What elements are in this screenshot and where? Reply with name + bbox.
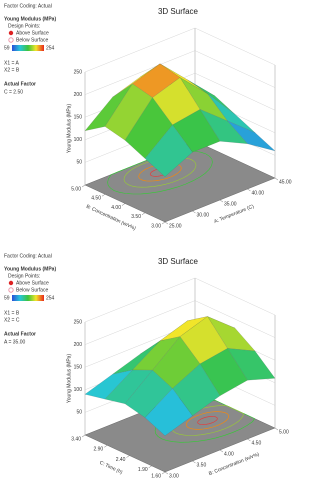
grid-line xyxy=(84,277,276,323)
tick xyxy=(126,455,130,458)
legend-design: Design Points: xyxy=(8,273,40,279)
actual-value: A = 35.00 xyxy=(4,339,25,345)
tick xyxy=(247,438,251,442)
tick xyxy=(274,427,279,431)
x-tick-label: 40.00 xyxy=(252,190,265,196)
color-max: 254 xyxy=(46,45,55,51)
x-tick-label: 45.00 xyxy=(279,179,292,185)
contour xyxy=(138,163,182,182)
z-tick-label: 250 xyxy=(74,69,83,75)
colorbar xyxy=(12,295,44,301)
y-tick-label: 1.60 xyxy=(151,473,161,479)
tick xyxy=(121,203,126,206)
x1-label: X1 = B xyxy=(4,310,20,316)
tick xyxy=(81,184,86,188)
grid-line xyxy=(84,300,276,345)
tick xyxy=(274,177,279,181)
z-tick-label: 100 xyxy=(74,387,83,393)
below-marker xyxy=(8,287,14,293)
z-tick-label: 50 xyxy=(76,410,82,416)
tick xyxy=(192,210,196,214)
x-tick-label: 25.00 xyxy=(169,223,182,229)
z-tick-label: 200 xyxy=(74,342,83,348)
x-tick-label: 30.00 xyxy=(197,212,210,218)
tick xyxy=(247,188,251,192)
tick xyxy=(81,434,86,438)
legend-below: Below Surface xyxy=(16,37,48,43)
y-tick-label: 3.50 xyxy=(131,214,141,220)
colorbar xyxy=(12,45,44,51)
legend-title: Young Modulus (MPa) xyxy=(4,16,56,22)
tick xyxy=(148,465,152,468)
tick xyxy=(219,199,224,203)
x-axis-title: B: Concentration (w/v%) xyxy=(208,451,261,477)
above-marker xyxy=(8,280,14,286)
z-axis-title: Young Modulus (MPa) xyxy=(66,104,72,154)
actual-factor: Actual Factor xyxy=(4,81,36,87)
factor-coding: Factor Coding: Actual xyxy=(4,253,52,259)
color-max: 254 xyxy=(46,295,55,301)
grid-line xyxy=(84,27,276,73)
z-tick-label: 250 xyxy=(74,319,83,325)
tick xyxy=(164,221,169,225)
tick xyxy=(101,194,106,197)
y-tick-label: 4.00 xyxy=(111,205,121,211)
contour xyxy=(185,411,230,430)
legend-design: Design Points: xyxy=(8,23,40,29)
contour xyxy=(107,150,213,195)
color-min: 59 xyxy=(4,295,10,301)
x-tick-label: 3.50 xyxy=(197,462,207,468)
figure: Factor Coding: Actual 3D Surface Young Mod… xyxy=(4,3,292,479)
contour xyxy=(123,156,197,188)
x-tick-label: 4.50 xyxy=(252,440,262,446)
actual-factor: Actual Factor xyxy=(4,331,36,337)
x-tick-label: 35.00 xyxy=(224,201,237,207)
tick xyxy=(104,445,108,448)
x2-label: X2 = B xyxy=(4,67,20,73)
above-marker xyxy=(8,30,14,36)
grid-line xyxy=(84,50,276,95)
chart-title: 3D Surface xyxy=(158,7,199,16)
actual-value: C = 2.50 xyxy=(4,89,23,95)
y-tick-label: 5.00 xyxy=(71,186,81,192)
legend-above: Above Surface xyxy=(16,30,49,36)
x2-label: X2 = C xyxy=(4,317,20,323)
y-tick-label: 2.90 xyxy=(93,447,103,453)
surface-patch xyxy=(144,124,193,177)
x-tick-label: 4.00 xyxy=(224,451,234,457)
surface-patch xyxy=(144,388,193,436)
z-tick-label: 150 xyxy=(74,365,83,371)
z-tick-label: 150 xyxy=(74,115,83,121)
tick xyxy=(161,221,166,225)
x1-label: X1 = A xyxy=(4,60,20,66)
color-min: 59 xyxy=(4,45,10,51)
y-tick-label: 2.40 xyxy=(116,457,126,463)
tick xyxy=(164,471,169,475)
factor-coding: Factor Coding: Actual xyxy=(4,3,52,9)
y-tick-label: 3.40 xyxy=(71,436,81,442)
tick xyxy=(192,460,196,464)
y-tick-label: 4.50 xyxy=(91,196,101,202)
legend-below: Below Surface xyxy=(16,287,48,293)
below-marker xyxy=(8,37,14,43)
legend-title: Young Modulus (MPa) xyxy=(4,266,56,272)
legend-above: Above Surface xyxy=(16,280,49,286)
tick xyxy=(161,471,166,475)
x-tick-label: 3.00 xyxy=(169,473,179,479)
panel: Factor Coding: Actual 3D Surface Young Mod… xyxy=(4,3,292,232)
y-tick-label: 3.00 xyxy=(151,223,161,229)
chart-title: 3D Surface xyxy=(158,257,199,266)
x-tick-label: 5.00 xyxy=(279,429,289,435)
z-tick-label: 50 xyxy=(76,160,82,166)
contour xyxy=(197,416,218,425)
tick xyxy=(141,212,146,215)
z-tick-label: 200 xyxy=(74,92,83,98)
tick xyxy=(219,449,224,453)
z-axis-title: Young Modulus (MPa) xyxy=(66,354,72,404)
panel: Factor Coding: Actual 3D Surface Young Mod… xyxy=(4,253,289,479)
z-tick-label: 100 xyxy=(74,137,83,143)
y-tick-label: 1.90 xyxy=(138,467,148,473)
